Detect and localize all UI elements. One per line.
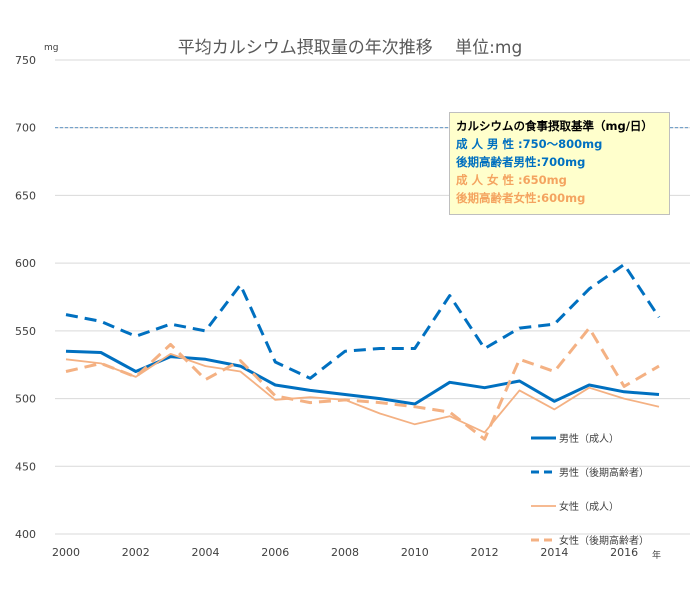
legend: 男性（成人） 男性（後期高齢者） 女性（成人） 女性（後期高齢者） bbox=[531, 432, 649, 547]
chart-title: 平均カルシウム摂取量の年次推移 単位:mg bbox=[178, 38, 522, 58]
legend-label: 女性（成人） bbox=[559, 500, 619, 513]
y-tick-label: 650 bbox=[15, 189, 36, 202]
note-line-adult-male: 成 人 男 性 :750～800mg bbox=[456, 137, 603, 151]
x-axis-label: 年 bbox=[652, 549, 661, 561]
x-tick-label: 2004 bbox=[192, 546, 220, 559]
x-tick-label: 2014 bbox=[540, 546, 568, 559]
note-line-elderly-male: 後期高齢者男性:700mg bbox=[456, 155, 586, 169]
x-tick-label: 2000 bbox=[52, 546, 80, 559]
note-line-adult-female: 成 人 女 性 :650mg bbox=[456, 173, 567, 187]
series-line-1 bbox=[65, 263, 661, 380]
series-line-3 bbox=[65, 326, 660, 441]
x-tick-label: 2016 bbox=[610, 546, 638, 559]
series-lines bbox=[65, 263, 661, 441]
y-unit-label: mg bbox=[44, 43, 58, 53]
x-tick-label: 2008 bbox=[331, 546, 359, 559]
note-line-title: カルシウムの食事摂取基準（mg/日） bbox=[456, 119, 653, 133]
x-axis-ticks: 2000 2002 2004 2006 2008 2010 2012 2014 2016 bbox=[52, 546, 638, 559]
y-tick-label: 700 bbox=[15, 122, 36, 135]
y-tick-label: 750 bbox=[15, 54, 36, 67]
y-tick-label: 600 bbox=[15, 257, 36, 270]
y-axis-ticks: 400 450 500 550 600 650 700 750 bbox=[15, 54, 36, 541]
legend-label: 男性（成人） bbox=[559, 432, 619, 445]
legend-label: 女性（後期高齢者） bbox=[559, 534, 649, 547]
y-tick-label: 500 bbox=[15, 393, 36, 406]
x-tick-label: 2010 bbox=[401, 546, 429, 559]
x-tick-label: 2012 bbox=[471, 546, 499, 559]
x-tick-label: 2002 bbox=[122, 546, 150, 559]
note-line-elderly-female: 後期高齢者女性:600mg bbox=[456, 191, 586, 205]
y-tick-label: 550 bbox=[15, 325, 36, 338]
series-line-2 bbox=[65, 352, 660, 434]
legend-label: 男性（後期高齢者） bbox=[559, 466, 649, 479]
x-tick-label: 2006 bbox=[261, 546, 289, 559]
intake-standard-note: カルシウムの食事摂取基準（mg/日） 成 人 男 性 :750～800mg 後期… bbox=[449, 112, 670, 215]
y-tick-label: 400 bbox=[15, 528, 36, 541]
y-tick-label: 450 bbox=[15, 460, 36, 473]
series-line-0 bbox=[65, 349, 660, 406]
